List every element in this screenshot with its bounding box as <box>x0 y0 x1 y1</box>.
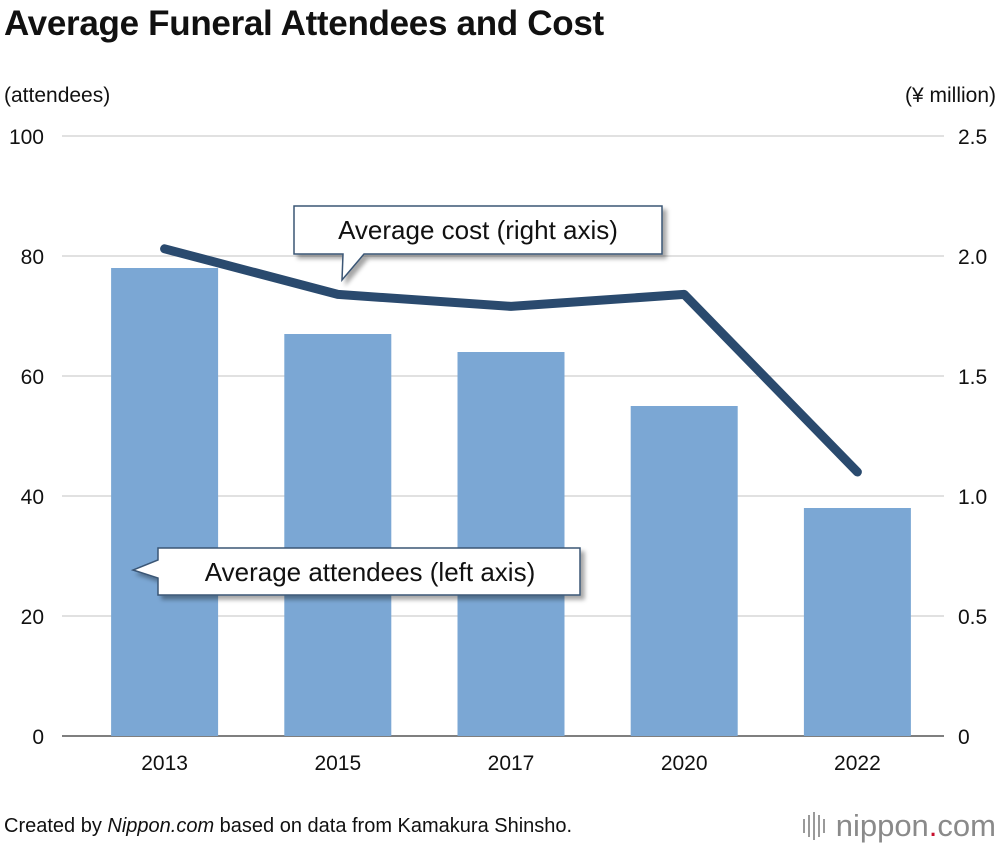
source-credit: Created by Nippon.com based on data from… <box>4 815 572 838</box>
chart-title: Average Funeral Attendees and Cost <box>4 4 604 43</box>
x-axis-category-label: 2017 <box>488 752 535 775</box>
left-axis-tick-label: 40 <box>21 486 44 509</box>
callout-cost-text: Average cost (right axis) <box>338 215 618 245</box>
x-axis-category-label: 2022 <box>834 752 881 775</box>
right-axis-tick-label: 0 <box>958 726 970 749</box>
credit-prefix: Created by <box>4 815 108 837</box>
cost-point <box>856 471 859 473</box>
brand-dot: . <box>928 808 938 843</box>
cost-point <box>163 247 166 250</box>
cost-point <box>683 293 686 296</box>
chart-plot: 0 0 20 0.5 40 1.0 60 1.5 80 2.0 100 2.5 2013 2015 2017… <box>9 126 987 775</box>
bar-attendees <box>111 268 219 736</box>
right-axis-tick-label: 1.5 <box>958 366 987 389</box>
bar-attendees <box>803 508 911 736</box>
right-axis-tick-label: 0.5 <box>958 606 987 629</box>
cost-point <box>336 293 339 296</box>
left-axis-tick-label: 100 <box>9 126 44 149</box>
callout-attendees-box <box>130 547 581 596</box>
left-axis-tick-label: 0 <box>32 726 44 749</box>
right-axis-unit-label: (¥ million) <box>904 84 996 107</box>
brand-logo: nippon. com <box>802 808 996 844</box>
left-axis-tick-label: 80 <box>21 246 44 269</box>
callout-cost-box <box>293 205 663 283</box>
x-axis-category-label: 2015 <box>314 752 361 775</box>
brand-name: nippon <box>835 808 929 843</box>
bar-attendees <box>630 406 738 736</box>
credit-site: Nippon.com <box>107 815 215 837</box>
bar-attendees <box>457 352 565 736</box>
right-axis-tick-label: 2.0 <box>958 246 987 269</box>
brand-tld: com <box>937 808 996 843</box>
left-axis-tick-label: 60 <box>21 366 44 389</box>
callout-attendees-text: Average attendees (left axis) <box>205 557 535 587</box>
logo-bars-icon <box>802 812 828 840</box>
x-axis-category-label: 2013 <box>141 752 188 775</box>
left-axis-unit-label: (attendees) <box>4 84 111 107</box>
right-axis-tick-label: 1.0 <box>958 486 987 509</box>
right-axis-tick-label: 2.5 <box>958 126 987 149</box>
cost-point <box>510 305 512 308</box>
bar-attendees <box>284 334 392 736</box>
left-axis-tick-label: 20 <box>21 606 44 629</box>
x-axis-category-label: 2020 <box>661 752 708 775</box>
credit-suffix: based on data from Kamakura Shinsho. <box>214 815 573 837</box>
